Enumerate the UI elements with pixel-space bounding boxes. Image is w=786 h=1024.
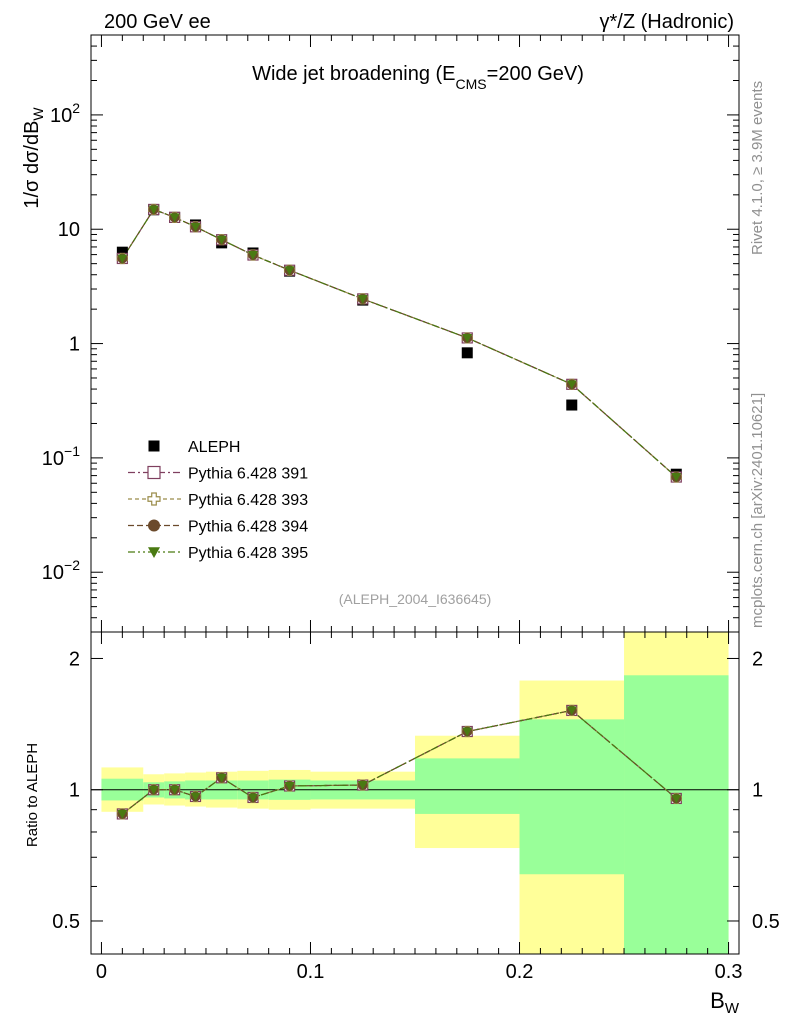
header-right: γ*/Z (Hadronic) [600, 11, 734, 33]
aleph-data-point [566, 399, 578, 411]
ratio-point [148, 785, 159, 795]
ratio-point [357, 781, 368, 791]
legend-label: Pythia 6.428 394 [188, 519, 308, 536]
main-y-tick-label-base: 10 [42, 562, 64, 584]
rivet-label: Rivet 4.1.0, ≥ 3.9M events [749, 81, 766, 255]
legend: ALEPH Pythia 6.428 391 Pythia 6.428 393 Pyt… [128, 439, 308, 562]
main-y-tick-label: 1 [69, 334, 80, 356]
header-left: 200 GeV ee [104, 11, 211, 33]
pythia-point [357, 294, 368, 304]
ratio-x-tick-label: 0.1 [297, 961, 325, 983]
main-series-line [121, 208, 677, 478]
legend-label: Pythia 6.428 391 [188, 466, 308, 483]
main-title-sub: CMS [456, 76, 487, 92]
ratio-point [566, 706, 577, 716]
pythia-point [566, 380, 577, 390]
pythia-point [671, 473, 682, 483]
main-title-part-b: =200 GeV) [487, 63, 584, 85]
ratio-xlabel-sub: W [725, 1000, 740, 1017]
pythia-point [148, 205, 159, 215]
main-title: Wide jet broadening (ECMS=200 GeV) [252, 63, 584, 92]
ratio-x-tick-label: 0 [96, 961, 107, 983]
ratio-y-tick-labels: 0.5 0.5 1 1 2 2 [52, 648, 780, 933]
ratio-series-markers [116, 704, 682, 820]
legend-marker [147, 492, 161, 506]
pythia-point [169, 213, 180, 223]
ratio-y-tick-label: 0.5 [52, 911, 80, 933]
main-x-ticks [100, 35, 730, 632]
main-y-tick-label-exp: −2 [64, 557, 80, 573]
ratio-point [671, 794, 682, 804]
main-y-tick-label: 10 [58, 219, 80, 241]
ratio-point [216, 773, 227, 783]
pythia-point [190, 222, 201, 232]
main-frame [90, 34, 740, 633]
main-ylabel-sub: W [30, 107, 46, 121]
main-series-line [121, 208, 677, 478]
ratio-point [190, 792, 201, 802]
main-title-part-a: Wide jet broadening (E [252, 63, 455, 85]
pythia-point [117, 254, 128, 264]
main-y-tick-label-exp: 2 [72, 100, 80, 116]
legend-label: Pythia 6.428 395 [188, 545, 308, 562]
ratio-band-green [519, 719, 625, 875]
ratio-point [248, 793, 258, 803]
ratio-ylabel: Ratio to ALEPH [24, 743, 41, 847]
aleph-data-point [461, 347, 473, 359]
legend-marker [148, 547, 160, 558]
main-panel: Wide jet broadening (ECMS=200 GeV) 1/σ d… [21, 34, 740, 633]
main-y-tick-label: 10−1 [42, 443, 80, 470]
ratio-x-tick-label: 0.2 [506, 961, 534, 983]
legend-label: ALEPH [188, 439, 240, 456]
legend-marker [148, 440, 160, 452]
ratio-band-green [415, 758, 520, 814]
ratio-point [284, 781, 295, 791]
ratio-y-ticks [91, 657, 739, 922]
main-y-tick-label: 10−2 [42, 557, 80, 584]
ratio-panel: 0.5 0.5 1 1 2 2 0 0.1 0.2 0.3 Ratio to ALEPH BW [24, 631, 780, 1017]
main-y-tick-label: 102 [50, 100, 80, 127]
aleph-data-point [116, 246, 128, 258]
ratio-point [462, 727, 473, 737]
main-ylabel: 1/σ dσ/dBW [21, 107, 46, 209]
ratio-xlabel: BW [710, 988, 740, 1017]
main-watermark: (ALEPH_2004_I636645) [339, 591, 492, 607]
ratio-x-tick-labels: 0 0.1 0.2 0.3 [96, 961, 743, 983]
ratio-y-tick-label-right: 2 [752, 648, 763, 670]
ratio-y-tick-label: 2 [69, 648, 80, 670]
main-y-tick-label-base: 10 [50, 105, 72, 127]
main-series-lines [121, 208, 677, 478]
pythia-point [216, 235, 227, 245]
ratio-y-tick-label-right: 0.5 [752, 911, 780, 933]
ratio-frame [90, 631, 740, 955]
ratio-x-tick-label: 0.3 [715, 961, 743, 983]
ratio-xlabel-part-a: B [710, 988, 725, 1013]
legend-marker [147, 465, 161, 480]
legend-label: Pythia 6.428 393 [188, 492, 308, 509]
ratio-band-green [624, 675, 729, 954]
ratio-point [169, 785, 180, 795]
ratio-y-tick-label: 1 [69, 780, 80, 802]
ratio-x-ticks [100, 632, 730, 954]
legend-marker [148, 519, 160, 532]
pythia-point [284, 266, 295, 276]
ratio-y-tick-label-right: 1 [752, 780, 763, 802]
main-series-line [121, 208, 677, 478]
main-y-tick-label-base: 10 [42, 448, 64, 470]
pythia-point [248, 251, 258, 261]
ratio-point [117, 809, 128, 819]
mcplots-label: mcplots.cern.ch [arXiv:2401.10621] [749, 393, 766, 628]
main-series-markers [116, 203, 682, 483]
main-y-ticks [91, 34, 739, 633]
pythia-point [462, 333, 473, 343]
main-ylabel-part-a: 1/σ dσ/dB [21, 121, 43, 209]
main-series-line [121, 208, 677, 478]
main-y-tick-label-exp: −1 [64, 443, 80, 459]
